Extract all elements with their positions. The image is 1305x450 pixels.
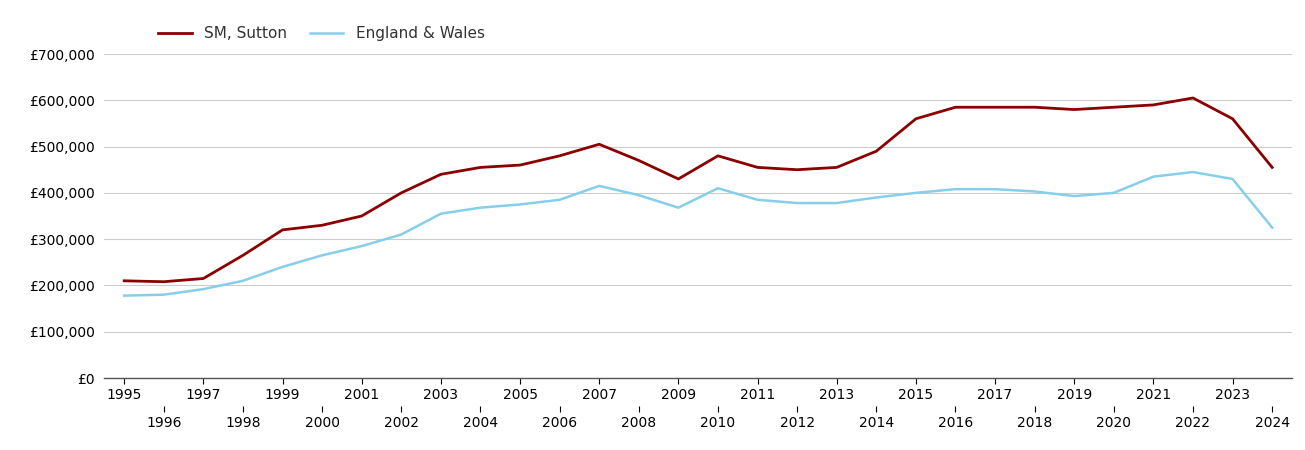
SM, Sutton (512, 162, 527, 168)
England & Wales (908, 190, 924, 196)
SM, Sutton (908, 116, 924, 122)
SM, Sutton (472, 165, 488, 170)
England & Wales (196, 287, 211, 292)
England & Wales (275, 264, 291, 270)
SM, Sutton (671, 176, 686, 182)
England & Wales (1027, 189, 1043, 194)
SM, Sutton (632, 158, 647, 163)
England & Wales (1146, 174, 1161, 180)
SM, Sutton (354, 213, 369, 219)
England & Wales (671, 205, 686, 210)
England & Wales (1185, 169, 1201, 175)
SM, Sutton (1146, 102, 1161, 108)
Legend: SM, Sutton, England & Wales: SM, Sutton, England & Wales (151, 20, 491, 48)
SM, Sutton (275, 227, 291, 233)
England & Wales (1265, 225, 1280, 230)
SM, Sutton (868, 148, 883, 154)
England & Wales (235, 278, 251, 284)
England & Wales (552, 197, 568, 202)
England & Wales (393, 232, 408, 237)
SM, Sutton (591, 142, 607, 147)
SM, Sutton (829, 165, 844, 170)
SM, Sutton (1105, 104, 1121, 110)
England & Wales (512, 202, 527, 207)
England & Wales (433, 211, 449, 216)
SM, Sutton (235, 252, 251, 258)
England & Wales (591, 183, 607, 189)
England & Wales (116, 293, 132, 298)
England & Wales (354, 243, 369, 249)
England & Wales (1105, 190, 1121, 196)
SM, Sutton (552, 153, 568, 158)
SM, Sutton (433, 171, 449, 177)
SM, Sutton (710, 153, 726, 158)
Line: SM, Sutton: SM, Sutton (124, 98, 1272, 282)
England & Wales (947, 186, 963, 192)
Line: England & Wales: England & Wales (124, 172, 1272, 296)
SM, Sutton (315, 223, 330, 228)
SM, Sutton (116, 278, 132, 284)
SM, Sutton (1027, 104, 1043, 110)
SM, Sutton (1265, 165, 1280, 170)
England & Wales (1224, 176, 1240, 182)
SM, Sutton (196, 276, 211, 281)
England & Wales (829, 200, 844, 206)
England & Wales (315, 252, 330, 258)
England & Wales (710, 185, 726, 191)
England & Wales (472, 205, 488, 210)
England & Wales (790, 200, 805, 206)
England & Wales (749, 197, 765, 202)
SM, Sutton (393, 190, 408, 196)
SM, Sutton (155, 279, 171, 284)
SM, Sutton (988, 104, 1004, 110)
SM, Sutton (1185, 95, 1201, 101)
England & Wales (155, 292, 171, 297)
SM, Sutton (1066, 107, 1082, 112)
England & Wales (632, 193, 647, 198)
England & Wales (868, 195, 883, 200)
SM, Sutton (947, 104, 963, 110)
SM, Sutton (790, 167, 805, 172)
England & Wales (1066, 194, 1082, 199)
SM, Sutton (1224, 116, 1240, 122)
SM, Sutton (749, 165, 765, 170)
England & Wales (988, 186, 1004, 192)
